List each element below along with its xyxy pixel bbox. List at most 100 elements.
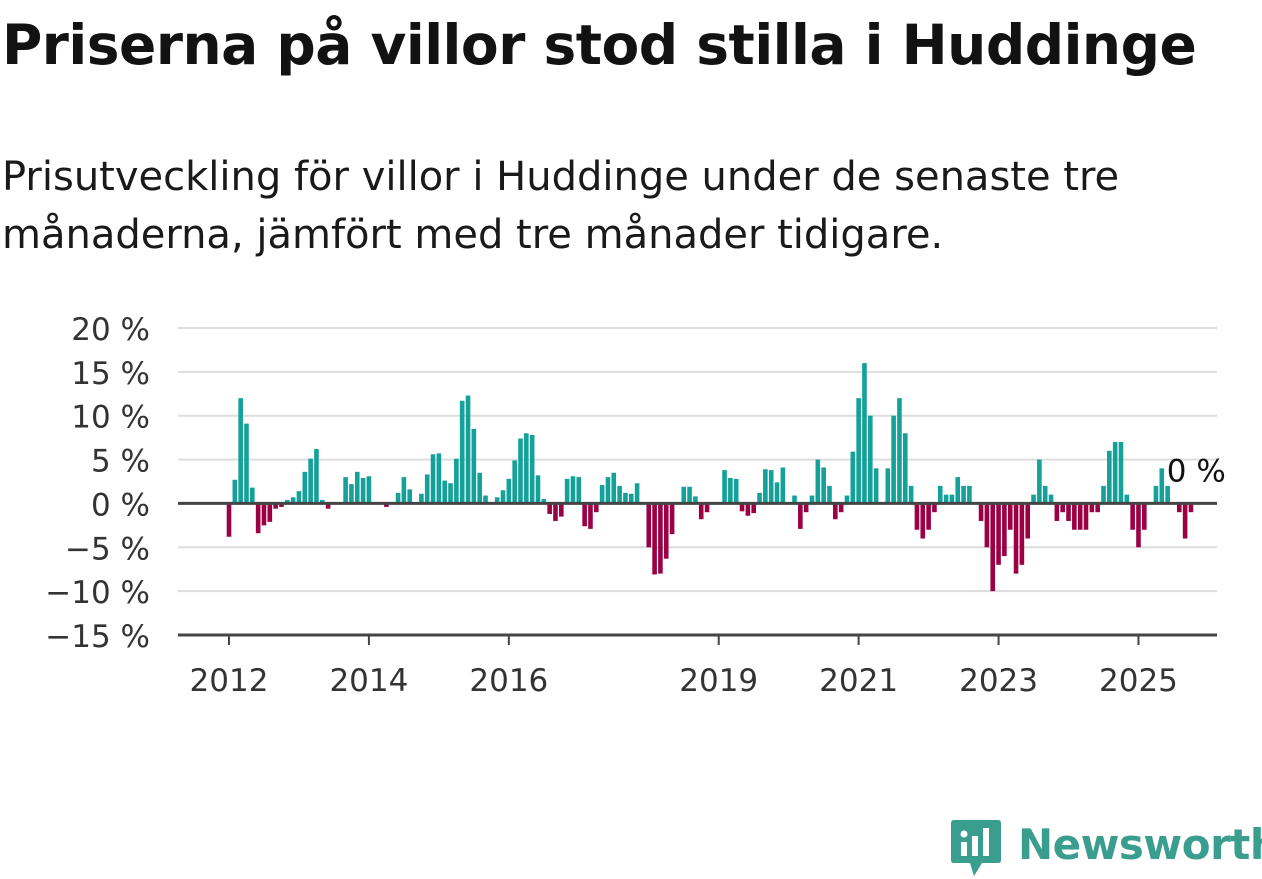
y-tick-label: 10 % bbox=[71, 400, 150, 436]
bars bbox=[226, 363, 1194, 592]
bar-negative bbox=[1072, 503, 1077, 530]
bar-positive bbox=[232, 479, 238, 504]
bar-negative bbox=[739, 503, 745, 512]
bar-negative bbox=[745, 503, 751, 516]
bar-positive bbox=[611, 472, 617, 504]
bar-positive bbox=[902, 433, 908, 504]
bar-negative bbox=[663, 503, 669, 559]
bar-positive bbox=[850, 451, 856, 504]
bar-negative bbox=[932, 503, 937, 513]
bar-positive bbox=[687, 486, 692, 504]
bar-positive bbox=[757, 492, 762, 504]
bar-positive bbox=[296, 491, 302, 504]
y-tick-label: 15 % bbox=[71, 356, 150, 392]
bar-negative bbox=[325, 503, 331, 509]
bar-positive bbox=[1118, 442, 1124, 504]
bar-positive bbox=[681, 486, 687, 504]
bar-positive bbox=[459, 400, 465, 504]
bar-positive bbox=[290, 497, 296, 504]
bar-negative bbox=[553, 503, 558, 521]
bar-positive bbox=[908, 485, 914, 504]
bar-positive bbox=[442, 480, 448, 504]
bar-positive bbox=[285, 499, 290, 504]
bar-negative bbox=[1025, 503, 1031, 539]
bar-positive bbox=[407, 489, 413, 504]
bar-positive bbox=[430, 454, 436, 504]
bar-positive bbox=[1048, 494, 1054, 504]
bar-positive bbox=[529, 435, 535, 504]
bar-positive bbox=[535, 475, 541, 504]
bar-positive bbox=[827, 485, 832, 504]
bar-negative bbox=[384, 503, 389, 507]
y-tick-label: 20 % bbox=[71, 312, 150, 348]
chart-subtitle: Prisutveckling för villor i Huddinge und… bbox=[2, 154, 1120, 258]
bar-negative bbox=[1077, 503, 1083, 530]
bar-positive bbox=[564, 478, 570, 504]
bar-positive bbox=[244, 423, 249, 504]
x-tick-label: 2012 bbox=[190, 663, 269, 699]
bar-negative bbox=[1176, 503, 1182, 513]
bar-positive bbox=[354, 471, 360, 504]
bar-negative bbox=[803, 503, 809, 513]
bar-positive bbox=[454, 458, 459, 504]
bar-negative bbox=[1095, 503, 1100, 513]
bar-negative bbox=[990, 503, 996, 592]
bar-positive bbox=[628, 493, 634, 504]
bar-negative bbox=[1083, 503, 1089, 530]
bar-positive bbox=[1031, 494, 1036, 504]
bar-negative bbox=[273, 503, 278, 509]
x-tick-label: 2021 bbox=[819, 663, 898, 699]
bar-positive bbox=[308, 458, 313, 504]
bar-positive bbox=[524, 433, 529, 504]
bar-positive bbox=[465, 395, 471, 504]
bar-negative bbox=[261, 503, 267, 526]
bar-positive bbox=[1159, 468, 1165, 504]
bar-negative bbox=[582, 503, 587, 527]
bar-positive bbox=[768, 470, 774, 504]
bar-positive bbox=[792, 495, 797, 504]
bar-positive bbox=[873, 468, 879, 504]
bar-negative bbox=[1002, 503, 1007, 557]
bar-negative bbox=[669, 503, 675, 535]
bar-positive bbox=[774, 482, 780, 504]
bar-negative bbox=[1060, 503, 1065, 513]
x-tick-label: 2025 bbox=[1099, 663, 1178, 699]
x-tick-label: 2023 bbox=[959, 663, 1038, 699]
annotations: 0 % bbox=[1167, 453, 1226, 489]
bar-positive bbox=[821, 467, 826, 504]
y-tick-label: 0 % bbox=[91, 487, 150, 523]
bar-negative bbox=[547, 503, 552, 514]
axes bbox=[178, 501, 1217, 637]
bar-negative bbox=[279, 503, 284, 507]
bar-positive bbox=[1124, 494, 1130, 504]
bar-negative bbox=[1066, 503, 1071, 521]
bar-positive bbox=[897, 398, 902, 504]
bar-positive bbox=[395, 492, 401, 504]
bar-positive bbox=[1165, 485, 1170, 504]
bar-positive bbox=[1153, 485, 1159, 504]
bar-positive bbox=[780, 467, 786, 504]
bar-negative bbox=[1019, 503, 1025, 565]
bar-negative bbox=[255, 503, 261, 534]
gridlines bbox=[178, 327, 1217, 593]
bar-negative bbox=[1130, 503, 1135, 530]
bar-positive bbox=[541, 499, 547, 504]
bar-positive bbox=[471, 428, 477, 504]
x-tick-label: 2014 bbox=[329, 663, 408, 699]
bar-negative bbox=[588, 503, 593, 529]
bar-positive bbox=[366, 476, 372, 504]
newsworthy-logo: Newsworthy bbox=[950, 818, 1262, 878]
bar-negative bbox=[1142, 503, 1147, 530]
bar-positive bbox=[955, 477, 961, 504]
logo-wordmark: Newsworthy bbox=[1018, 820, 1262, 869]
bar-positive bbox=[436, 453, 442, 504]
bar-positive bbox=[506, 478, 512, 504]
y-tick-label: −10 % bbox=[45, 575, 150, 611]
bar-positive bbox=[885, 468, 891, 504]
last-value-label: 0 % bbox=[1167, 453, 1226, 489]
bar-positive bbox=[1037, 459, 1042, 504]
bar-negative bbox=[920, 503, 926, 539]
bar-positive bbox=[722, 470, 727, 504]
y-tick-label: −5 % bbox=[65, 531, 150, 567]
bar-positive bbox=[599, 485, 605, 504]
